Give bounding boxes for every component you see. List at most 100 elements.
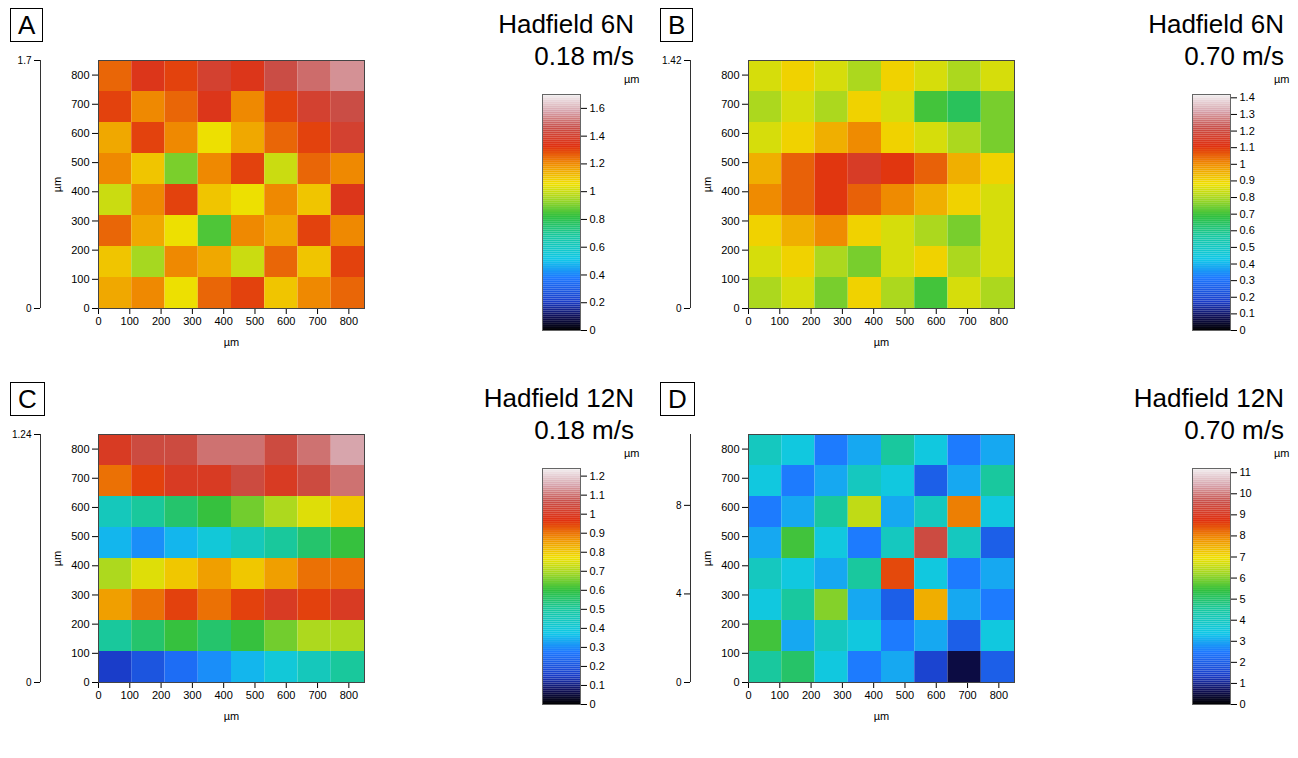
svg-text:700: 700: [71, 472, 89, 484]
svg-text:300: 300: [71, 588, 89, 600]
svg-text:100: 100: [721, 647, 739, 659]
svg-text:0: 0: [676, 303, 682, 314]
svg-text:6: 6: [1240, 572, 1246, 584]
svg-text:700: 700: [958, 315, 976, 327]
svg-text:0.5: 0.5: [590, 603, 605, 615]
svg-text:0.6: 0.6: [590, 584, 605, 596]
svg-text:8: 8: [1240, 529, 1246, 541]
svg-text:300: 300: [183, 315, 201, 327]
svg-text:800: 800: [340, 689, 358, 701]
svg-text:1.4: 1.4: [590, 130, 605, 142]
svg-text:0.4: 0.4: [590, 268, 605, 280]
svg-text:700: 700: [308, 689, 326, 701]
svg-text:500: 500: [721, 156, 739, 168]
svg-text:µm: µm: [874, 336, 890, 348]
svg-text:500: 500: [71, 156, 89, 168]
svg-text:300: 300: [721, 214, 739, 226]
svg-text:0.3: 0.3: [1240, 274, 1255, 286]
svg-text:100: 100: [771, 689, 789, 701]
svg-text:200: 200: [71, 244, 89, 256]
svg-text:1.1: 1.1: [590, 489, 605, 501]
svg-text:1.24: 1.24: [12, 429, 32, 440]
svg-text:0: 0: [95, 315, 101, 327]
svg-text:11: 11: [1240, 466, 1251, 478]
svg-text:0: 0: [733, 676, 739, 688]
svg-text:600: 600: [277, 689, 295, 701]
svg-text:1: 1: [1240, 677, 1246, 689]
svg-text:200: 200: [152, 689, 170, 701]
svg-text:0.7: 0.7: [590, 565, 605, 577]
svg-text:200: 200: [802, 689, 820, 701]
svg-text:0.2: 0.2: [1240, 291, 1255, 303]
svg-text:200: 200: [152, 315, 170, 327]
svg-text:0.3: 0.3: [590, 641, 605, 653]
svg-text:300: 300: [183, 689, 201, 701]
svg-text:µm: µm: [874, 710, 890, 722]
svg-text:600: 600: [721, 127, 739, 139]
svg-text:500: 500: [246, 689, 264, 701]
svg-text:µm: µm: [1274, 447, 1290, 459]
svg-text:1.42: 1.42: [662, 55, 682, 66]
svg-text:0: 0: [26, 303, 32, 314]
svg-text:300: 300: [833, 689, 851, 701]
svg-text:600: 600: [71, 127, 89, 139]
svg-text:1: 1: [1240, 158, 1246, 170]
svg-text:400: 400: [214, 315, 232, 327]
svg-text:600: 600: [71, 501, 89, 513]
svg-text:4: 4: [676, 588, 682, 599]
svg-text:2: 2: [1240, 656, 1246, 668]
svg-text:µm: µm: [51, 551, 63, 567]
svg-text:4: 4: [1240, 614, 1246, 626]
svg-text:100: 100: [71, 273, 89, 285]
svg-text:200: 200: [721, 244, 739, 256]
svg-text:200: 200: [71, 618, 89, 630]
svg-text:500: 500: [246, 315, 264, 327]
svg-text:600: 600: [721, 501, 739, 513]
svg-text:0.9: 0.9: [590, 527, 605, 539]
svg-text:600: 600: [927, 689, 945, 701]
svg-text:1.4: 1.4: [1240, 91, 1255, 103]
svg-text:100: 100: [721, 273, 739, 285]
svg-text:800: 800: [340, 315, 358, 327]
svg-text:0.7: 0.7: [1240, 208, 1255, 220]
svg-text:µm: µm: [1274, 73, 1290, 85]
svg-text:0: 0: [83, 302, 89, 314]
svg-text:300: 300: [71, 214, 89, 226]
svg-text:700: 700: [721, 98, 739, 110]
svg-text:200: 200: [721, 618, 739, 630]
svg-text:800: 800: [990, 315, 1008, 327]
svg-text:0.4: 0.4: [1240, 258, 1255, 270]
svg-text:0: 0: [590, 324, 596, 336]
svg-text:0.6: 0.6: [590, 241, 605, 253]
svg-text:600: 600: [927, 315, 945, 327]
svg-text:700: 700: [958, 689, 976, 701]
svg-text:0.5: 0.5: [1240, 241, 1255, 253]
svg-text:µm: µm: [701, 551, 713, 567]
svg-text:300: 300: [833, 315, 851, 327]
svg-text:400: 400: [214, 689, 232, 701]
svg-text:0.1: 0.1: [1240, 307, 1255, 319]
svg-text:700: 700: [721, 472, 739, 484]
svg-text:400: 400: [71, 559, 89, 571]
svg-text:500: 500: [71, 530, 89, 542]
svg-text:400: 400: [864, 689, 882, 701]
svg-text:8: 8: [676, 500, 682, 511]
svg-text:1.2: 1.2: [590, 157, 605, 169]
svg-text:µm: µm: [51, 177, 63, 193]
svg-text:5: 5: [1240, 593, 1246, 605]
svg-text:1.7: 1.7: [18, 55, 32, 66]
svg-text:500: 500: [896, 689, 914, 701]
svg-text:0.9: 0.9: [1240, 174, 1255, 186]
svg-text:1.6: 1.6: [590, 102, 605, 114]
svg-text:0: 0: [745, 315, 751, 327]
svg-text:µm: µm: [624, 447, 640, 459]
svg-text:300: 300: [721, 588, 739, 600]
svg-text:1: 1: [590, 185, 596, 197]
svg-text:0.2: 0.2: [590, 660, 605, 672]
svg-text:100: 100: [771, 315, 789, 327]
svg-text:µm: µm: [224, 336, 240, 348]
svg-text:700: 700: [71, 98, 89, 110]
svg-text:800: 800: [990, 689, 1008, 701]
svg-text:0.1: 0.1: [590, 679, 605, 691]
svg-text:0: 0: [745, 689, 751, 701]
